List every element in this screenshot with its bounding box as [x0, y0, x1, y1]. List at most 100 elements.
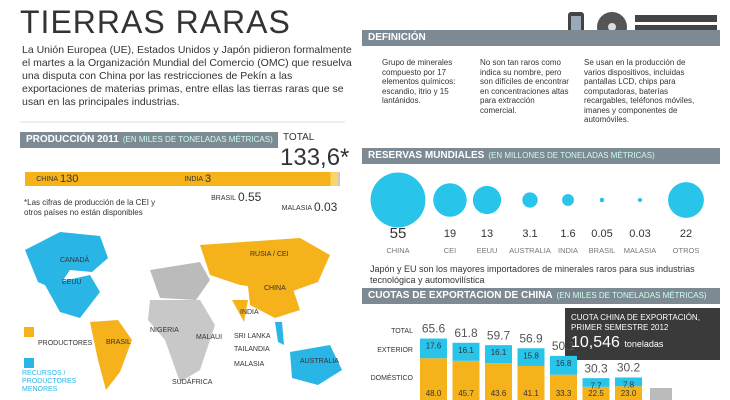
- production-bar: [337, 172, 339, 186]
- unit: (EN MILLONES DE TONELADAS MÉTRICAS): [488, 151, 655, 160]
- reserve-name: CEI: [444, 246, 457, 255]
- total-label: TOTAL: [283, 132, 315, 143]
- reserve-bubble: [433, 183, 467, 217]
- exterior-label: 16.1: [458, 346, 474, 355]
- production-bar: [25, 172, 331, 186]
- exterior-label: 7.7: [590, 381, 602, 390]
- title: TIERRAS RARAS: [20, 4, 291, 40]
- exterior-bar: [485, 345, 512, 364]
- exterior-label: 17.6: [426, 342, 442, 351]
- production-name: BRASIL: [211, 195, 236, 202]
- unit: (EN MILES DE TONELADAS MÉTRICAS): [556, 291, 707, 300]
- reserve-value: 0.03: [629, 228, 650, 240]
- reserve-name: MALASIA: [624, 246, 657, 255]
- domestic-label: 23.0: [621, 389, 637, 398]
- production-value: 3: [205, 173, 211, 185]
- reserve-value: 0.05: [591, 228, 612, 240]
- domestic-label: 43.6: [491, 389, 507, 398]
- unit: (EN MILES DE TONELADAS MÉTRICAS): [122, 135, 273, 144]
- production-bar: [338, 172, 340, 186]
- production-header: PRODUCCIÓN 2011 (EN MILES DE TONELADAS MÉ…: [20, 132, 278, 148]
- map-label: AUSTRALIA: [300, 358, 339, 365]
- total-label: 50.1: [552, 339, 576, 353]
- reserve-value: 1.6: [560, 228, 575, 240]
- callout-value: 10,546 toneladas: [571, 334, 663, 353]
- reserve-value: 55: [390, 225, 407, 242]
- map-label: CHINA: [264, 285, 286, 292]
- reserve-name: INDIA: [558, 246, 578, 255]
- reserve-value: 19: [444, 228, 456, 240]
- reserve-value: 22: [680, 228, 692, 240]
- legend-label: PRODUCTORES: [38, 340, 93, 347]
- reserve-name: OTROS: [673, 246, 700, 255]
- domestic-bar: [615, 386, 642, 400]
- domestic-bar: [485, 363, 512, 400]
- map-label: EEUU: [62, 279, 81, 286]
- exterior-bar: [517, 348, 545, 366]
- domestic-label: 48.0: [426, 389, 442, 398]
- reserves-note: Japón y EU son los mayores importadores …: [370, 264, 695, 285]
- reserve-name: CHINA: [386, 246, 409, 255]
- domestic-bar: [550, 374, 577, 400]
- domestic-bar: [582, 386, 610, 400]
- domestic-bar: [420, 358, 447, 400]
- intro: La Unión Europea (UE), Estados Unidos y …: [22, 44, 352, 108]
- map-label: CANADÁ: [60, 255, 90, 264]
- exterior-bar: [452, 342, 480, 361]
- reserve-name: AUSTRALIA: [509, 246, 551, 255]
- reserve-bubble: [668, 182, 704, 218]
- map-label: INDIA: [240, 309, 259, 316]
- reserve-name: EEUU: [477, 246, 498, 255]
- partial-bar: [650, 388, 672, 400]
- row-label: TOTAL: [391, 328, 413, 335]
- reserve-bubble: [637, 197, 643, 203]
- map-label: MALASIA: [234, 361, 265, 368]
- exterior-label: 16.8: [556, 359, 572, 368]
- total-label: 65.6: [422, 322, 446, 336]
- section-title: PRODUCCIÓN 2011: [26, 134, 119, 145]
- world-map: [25, 232, 342, 390]
- exterior-label: 16.1: [491, 348, 507, 357]
- definition-text: No son tan raros como indica su nombre, …: [480, 58, 569, 115]
- production-name: INDIA: [184, 176, 203, 183]
- domestic-bar: [452, 360, 480, 400]
- reserve-bubble: [599, 197, 605, 203]
- production-name: CHINA: [36, 176, 58, 183]
- production-name: MALASIA: [282, 205, 313, 212]
- map-label: TAILANDIA: [234, 346, 270, 353]
- total-value: 133,6*: [280, 144, 350, 171]
- production-value: 0.55: [238, 190, 262, 204]
- exterior-label: 7.8: [623, 381, 635, 390]
- domestic-label: 33.3: [556, 389, 572, 398]
- production-value: 0.03: [314, 200, 338, 214]
- legend-label: RECURSOS / PRODUCTORES MENORES: [22, 370, 77, 393]
- total-label: 30.3: [584, 361, 608, 375]
- reserve-bubble: [370, 172, 426, 228]
- total-label: 61.8: [454, 326, 478, 340]
- map-label: RUSIA / CEI: [250, 251, 289, 258]
- exterior-bar: [582, 378, 610, 387]
- domestic-bar: [517, 365, 545, 400]
- legend-swatch: [24, 327, 34, 337]
- legend-swatch: [24, 358, 34, 368]
- definition-text: Se usan en la producción de varios dispo…: [584, 58, 695, 124]
- definition-header: DEFINICIÓN: [362, 30, 720, 46]
- row-label: EXTERIOR: [377, 347, 413, 354]
- definition-text: Grupo de minerales compuesto por 17 elem…: [382, 58, 456, 105]
- map-label: MALAUI: [196, 334, 222, 341]
- domestic-label: 41.1: [523, 389, 539, 398]
- row-label: DOMÉSTICO: [371, 373, 414, 382]
- reserve-value: 13: [481, 228, 493, 240]
- section-title: DEFINICIÓN: [368, 32, 426, 43]
- reserve-bubble: [472, 185, 502, 215]
- reserve-value: 3.1: [522, 228, 537, 240]
- reserve-bubble: [562, 194, 574, 206]
- production-value: 130: [60, 173, 78, 185]
- total-label: 30.2: [617, 361, 641, 375]
- map-label: SRI LANKA: [234, 333, 271, 340]
- callout-title: CUOTA CHINA DE EXPORTACIÓN, PRIMER SEMES…: [571, 313, 700, 332]
- exterior-bar: [550, 355, 577, 375]
- section-title: RESERVAS MUNDIALES: [368, 150, 485, 161]
